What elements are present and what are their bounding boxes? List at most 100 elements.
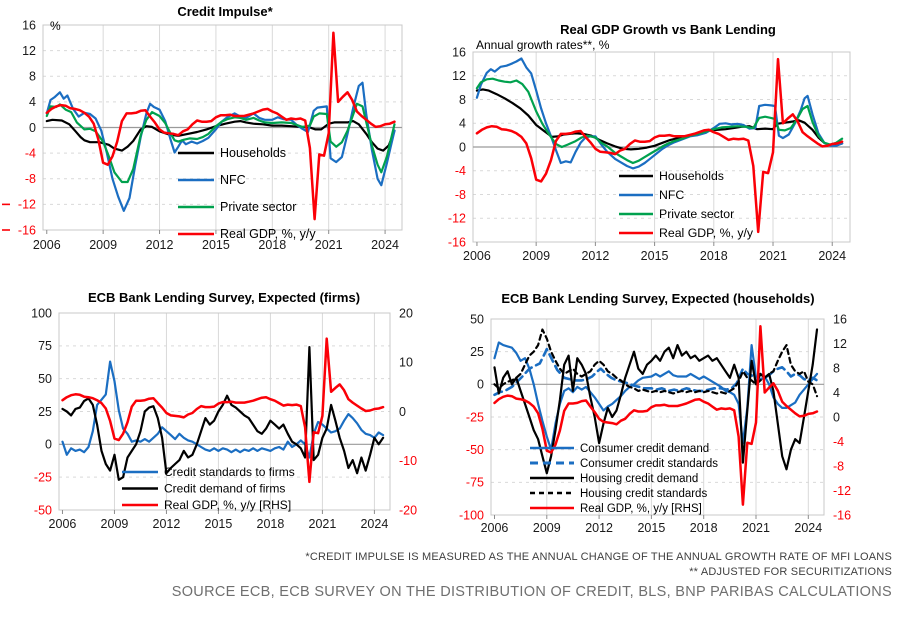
series-line: [475, 77, 844, 165]
right-axis-tick-label: 10: [399, 356, 413, 370]
left-axis-tick-label: -50: [34, 503, 52, 517]
series-line: [475, 88, 844, 151]
legend-label: Private sector: [220, 200, 296, 214]
footnote-securitizations: ** ADJUSTED FOR SECURITIZATIONS: [689, 566, 892, 578]
left-axis-tick-label: 100: [31, 306, 52, 320]
x-axis-tick-label: 2021: [309, 517, 337, 531]
x-axis-tick-label: 2009: [522, 249, 550, 263]
left-axis-tick-label: 50: [38, 372, 52, 386]
series-line: [45, 102, 396, 184]
x-axis-tick-label: 2012: [153, 517, 181, 531]
right-axis-tick-label: -4: [833, 435, 844, 449]
x-axis-tick-label: 2018: [258, 238, 286, 252]
x-axis-tick-label: 2024: [794, 521, 822, 535]
left-axis-tick-label: -16: [448, 235, 466, 249]
x-axis-tick-label: 2021: [742, 521, 770, 535]
left-axis-tick-label: -8: [25, 172, 36, 186]
legend-label: Real GDP, %, y/y [RHS]: [164, 498, 291, 512]
left-axis-tick-label: 16: [22, 18, 36, 32]
x-axis-tick-label: 2012: [581, 249, 609, 263]
legend-label: Real GDP, %, y/y [RHS]: [580, 503, 702, 515]
x-axis-tick-label: 2009: [533, 521, 561, 535]
legend-label: Households: [220, 146, 286, 160]
panel-title: ECB Bank Lending Survey, Expected (firms…: [88, 290, 360, 305]
panel-title: Credit Impulse*: [177, 4, 273, 19]
footer: *CREDIT IMPULSE IS MEASURED AS THE ANNUA…: [0, 550, 892, 600]
panel-bls-firms: 100 75 50 25 0 -25 -50 20 10 0 -10 -20 2006 2009 2012 2…: [0, 280, 448, 542]
left-axis-tick-label: 0: [29, 121, 36, 135]
series-line: [45, 81, 396, 212]
right-axis-tick-label: 0: [399, 405, 406, 419]
x-axis-tick-label: 2012: [585, 521, 613, 535]
panel-title: ECB Bank Lending Survey, Expected (house…: [501, 291, 814, 306]
x-axis-tick-label: 2009: [101, 517, 129, 531]
panel-title: Real GDP Growth vs Bank Lending: [560, 22, 776, 37]
left-axis-tick-label: 8: [459, 93, 466, 107]
x-axis-tick-label: 2021: [315, 238, 343, 252]
panel-gdp-vs-bank-lending: 16 12 8 4 0 -4 -8 -12 -16 2006 2009 2012 2015 2018 202…: [448, 0, 897, 272]
right-axis-tick-label: -20: [399, 503, 417, 517]
x-axis-tick-label: 2009: [89, 238, 117, 252]
x-axis-tick-label: 2018: [700, 249, 728, 263]
left-axis-tick-label: -100: [459, 508, 484, 522]
x-axis-tick-label: 2024: [371, 238, 399, 252]
left-axis-tick-label: 0: [477, 378, 484, 392]
series-line: [45, 31, 396, 221]
x-axis-tick-label: 2018: [257, 517, 285, 531]
left-axis-tick-label: 0: [45, 438, 52, 452]
left-axis-tick-label: 12: [22, 44, 36, 58]
left-axis-tick-label: 4: [459, 117, 466, 131]
right-axis-tick-label: 12: [833, 337, 847, 351]
series-line: [493, 325, 819, 506]
right-axis-tick-label: -8: [833, 459, 844, 473]
x-axis-tick-label: 2015: [202, 238, 230, 252]
x-axis-tick-label: 2015: [637, 521, 665, 535]
legend-label: NFC: [659, 188, 684, 202]
legend-label: Real GDP, %, y/y: [220, 227, 316, 241]
series-line: [475, 57, 844, 234]
axis-unit-label: %: [50, 19, 61, 33]
legend-label: Consumer credit standards: [580, 458, 718, 470]
x-axis-tick-label: 2006: [33, 238, 61, 252]
right-axis-tick-label: -12: [833, 484, 851, 498]
left-axis-tick-label: 75: [38, 339, 52, 353]
left-axis-tick-label: 12: [452, 69, 466, 83]
right-axis-tick-label: 0: [833, 410, 840, 424]
legend-label: NFC: [220, 173, 246, 187]
axis-unit-label: Annual growth rates**, %: [476, 38, 610, 52]
legend-label: Households: [659, 169, 724, 183]
legend-label: Real GDP, %, y/y: [659, 226, 754, 240]
x-axis-tick-label: 2006: [481, 521, 509, 535]
right-axis-tick-label: -16: [833, 508, 851, 522]
x-axis-tick-label: 2018: [690, 521, 718, 535]
x-axis-tick-label: 2015: [205, 517, 233, 531]
legend-label: Credit standards to firms: [164, 465, 295, 479]
left-axis-tick-label: 25: [38, 405, 52, 419]
right-axis-tick-label: -10: [399, 454, 417, 468]
right-axis-tick-label: 4: [833, 386, 840, 400]
series-line: [61, 337, 385, 484]
left-axis-tick-label: -4: [455, 164, 466, 178]
legend-label: Private sector: [659, 207, 734, 221]
legend-label: Housing credit demand: [580, 473, 698, 485]
left-axis-tick-label: 50: [470, 312, 484, 326]
left-axis-tick-label: -16: [18, 223, 36, 237]
x-axis-tick-label: 2021: [759, 249, 787, 263]
left-axis-tick-label: -50: [466, 443, 484, 457]
left-axis-tick-label: -25: [466, 410, 484, 424]
legend-label: Housing credit standards: [580, 488, 707, 500]
x-axis-tick-label: 2015: [641, 249, 669, 263]
legend-label: Consumer credit demand: [580, 443, 709, 455]
x-axis-tick-label: 2024: [818, 249, 846, 263]
series-line: [475, 57, 844, 170]
right-axis-tick-label: 20: [399, 306, 413, 320]
left-axis-tick-label: 4: [29, 95, 36, 109]
panel-credit-impulse: 16 12 8 4 0 -4 -8 -12 -16 2006 2009 2012 2015 2018 202…: [0, 0, 448, 272]
left-axis-tick-label: 8: [29, 70, 36, 84]
left-axis-tick-label: -25: [34, 470, 52, 484]
left-axis-tick-label: -75: [466, 476, 484, 490]
